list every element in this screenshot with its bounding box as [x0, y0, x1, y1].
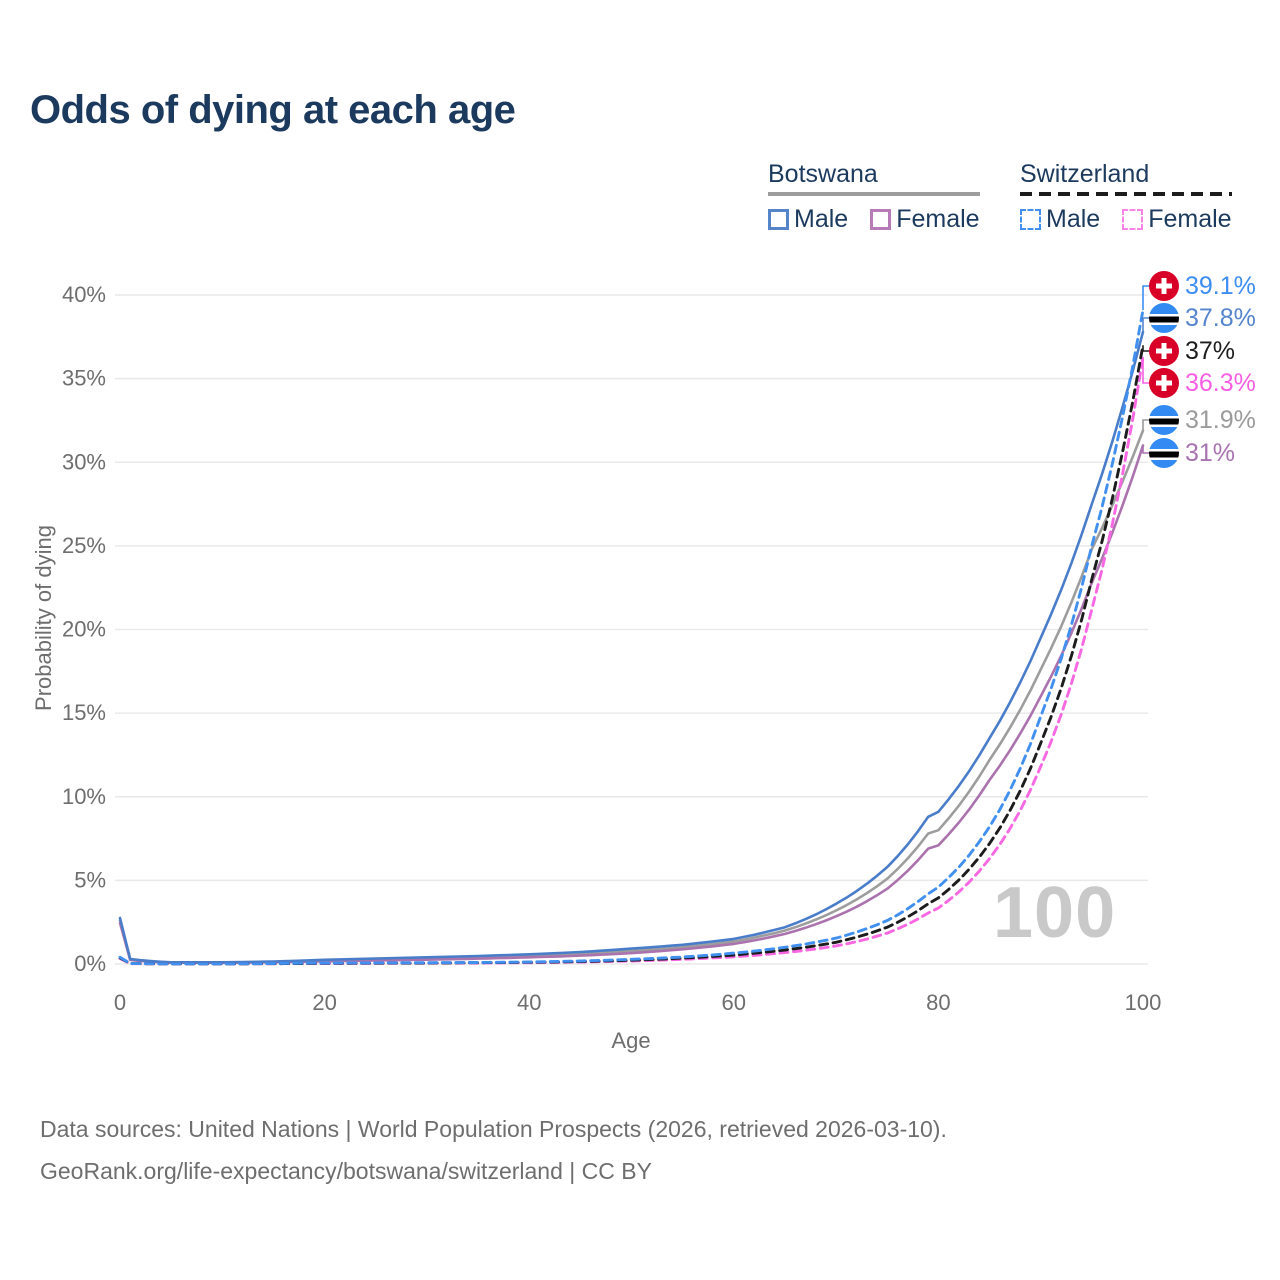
y-tick-label: 5%	[74, 867, 106, 892]
end-label-value: 36.3%	[1185, 368, 1256, 397]
leader-botswana-female	[1142, 445, 1149, 454]
legend-label-botswana-male: Male	[794, 205, 849, 233]
legend-label-switzerland-female: Female	[1148, 205, 1232, 233]
line-botswana-male	[118, 330, 1145, 964]
botswana-female-swatch-icon	[870, 209, 892, 230]
x-tick-label: 80	[926, 990, 950, 1015]
y-tick-label: 10%	[62, 784, 106, 809]
x-tick-label: 0	[114, 990, 126, 1015]
switzerland-flag-icon	[1149, 336, 1179, 366]
legend-item-botswana-female[interactable]: Female	[870, 205, 980, 234]
botswana-line-style-sample	[768, 192, 980, 196]
end-label-row-switzerland-both-sexes: 37%	[1149, 336, 1235, 366]
end-label-row-switzerland-female: 36.3%	[1149, 368, 1256, 398]
leader-botswana-both-sexes	[1142, 419, 1149, 431]
leader-botswana-male	[1142, 317, 1149, 332]
end-label-value: 39.1%	[1185, 271, 1256, 300]
leader-switzerland-female	[1142, 356, 1149, 384]
y-tick-label: 25%	[62, 533, 106, 558]
legend-group-botswana: Botswana Male Female	[768, 160, 980, 234]
leader-switzerland-both-sexes	[1142, 345, 1149, 352]
footer-sources: Data sources: United Nations | World Pop…	[40, 1116, 947, 1142]
end-label-row-botswana-female: 31%	[1149, 438, 1235, 468]
switzerland-flag-icon	[1149, 368, 1179, 398]
switzerland-male-swatch-icon	[1020, 209, 1041, 230]
end-label-value: 37%	[1185, 336, 1236, 365]
line-switzerland-male	[118, 308, 1145, 966]
legend-label-switzerland-male: Male	[1046, 205, 1101, 233]
y-tick-label: 40%	[62, 282, 106, 307]
footer: Data sources: United Nations | World Pop…	[40, 1108, 947, 1192]
x-tick-label: 60	[722, 990, 746, 1015]
end-label-value: 37.8%	[1185, 303, 1256, 332]
legend-item-botswana-male[interactable]: Male	[768, 205, 848, 234]
legend-country-switzerland: Switzerland	[1020, 160, 1150, 188]
end-label-value: 31%	[1185, 438, 1236, 467]
y-tick-label: 20%	[62, 617, 106, 642]
leader-switzerland-male	[1142, 285, 1149, 311]
botswana-flag-icon	[1149, 303, 1179, 333]
y-tick-label: 0%	[74, 951, 106, 976]
footer-attribution: GeoRank.org/life-expectancy/botswana/swi…	[40, 1158, 652, 1184]
end-label-row-botswana-male: 37.8%	[1149, 303, 1256, 333]
legend-country-botswana: Botswana	[768, 160, 878, 188]
y-tick-label: 35%	[62, 366, 106, 391]
end-label-row-switzerland-male: 39.1%	[1149, 271, 1256, 301]
y-tick-label: 15%	[62, 700, 106, 725]
y-tick-label: 30%	[62, 449, 106, 474]
legend-item-switzerland-male[interactable]: Male	[1020, 205, 1100, 234]
x-tick-label: 20	[312, 990, 336, 1015]
age-marker: 100	[993, 873, 1117, 953]
switzerland-female-swatch-icon	[1122, 209, 1144, 230]
botswana-flag-icon	[1149, 405, 1179, 435]
botswana-male-swatch-icon	[768, 209, 789, 230]
x-axis-title: Age	[611, 1028, 651, 1053]
legend-label-botswana-female: Female	[896, 205, 980, 233]
botswana-flag-icon	[1149, 438, 1179, 468]
legend-group-switzerland: Switzerland Male Female	[1020, 160, 1232, 234]
end-label-row-botswana-both-sexes: 31.9%	[1149, 405, 1256, 435]
end-label-value: 31.9%	[1185, 405, 1256, 434]
switzerland-flag-icon	[1149, 271, 1179, 301]
switzerland-line-style-sample	[1020, 192, 1232, 196]
page-title: Odds of dying at each age	[30, 88, 516, 132]
legend-item-switzerland-female[interactable]: Female	[1122, 205, 1232, 234]
x-tick-label: 100	[1125, 990, 1162, 1015]
x-tick-label: 40	[517, 990, 541, 1015]
